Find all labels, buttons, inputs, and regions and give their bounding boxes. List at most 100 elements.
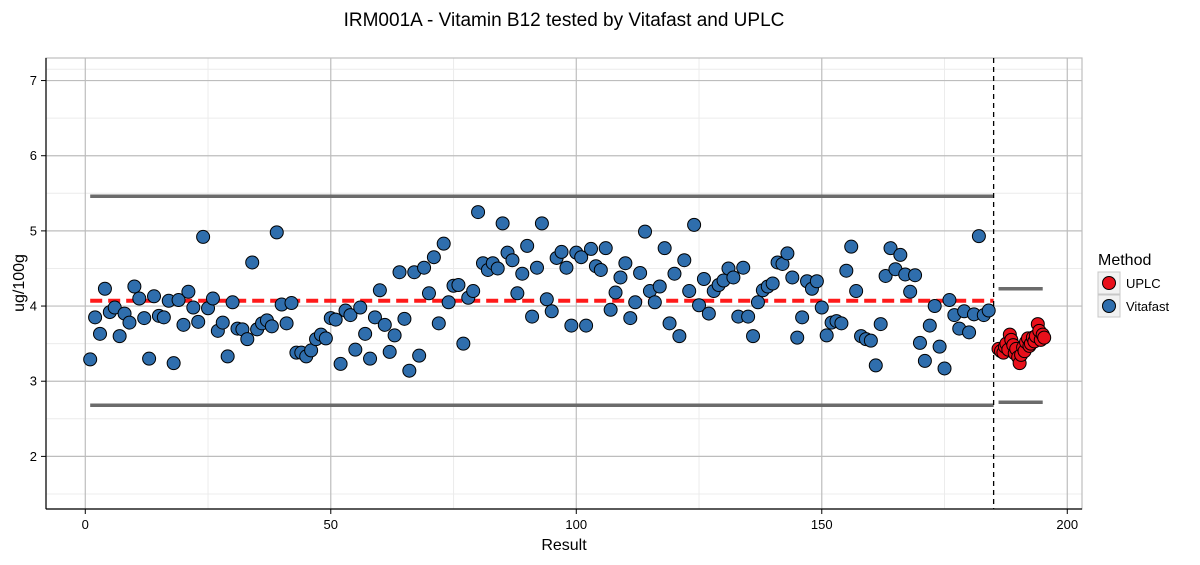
vitafast-point bbox=[176, 317, 191, 332]
vitafast-point bbox=[623, 311, 638, 326]
vitafast-point bbox=[495, 216, 510, 231]
vitafast-point bbox=[971, 229, 986, 244]
vitafast-point bbox=[88, 310, 103, 325]
vitafast-point bbox=[245, 255, 260, 270]
vitafast-point bbox=[981, 303, 996, 318]
vitafast-point bbox=[937, 361, 952, 376]
vitafast-point bbox=[240, 332, 255, 347]
vitafast-point bbox=[662, 316, 677, 331]
vitafast-point bbox=[618, 256, 633, 271]
vitafast-point bbox=[701, 306, 716, 321]
vitafast-point bbox=[333, 356, 348, 371]
legend: Method UPLC Vitafast bbox=[1097, 252, 1170, 318]
vitafast-point bbox=[795, 310, 810, 325]
vitafast-point bbox=[426, 250, 441, 265]
vitafast-point bbox=[667, 266, 682, 281]
vitafast-point bbox=[559, 260, 574, 275]
legend-label-vitafast: Vitafast bbox=[1126, 299, 1170, 314]
vitafast-point bbox=[348, 342, 363, 357]
vitafast-point bbox=[726, 270, 741, 285]
y-tick-label: 3 bbox=[30, 374, 37, 389]
vitafast-point bbox=[868, 358, 883, 373]
vitafast-point bbox=[903, 284, 918, 299]
vitafast-point bbox=[215, 315, 230, 330]
vitafast-point bbox=[264, 319, 279, 334]
vitafast-point bbox=[922, 318, 937, 333]
vitafast-point bbox=[682, 284, 697, 299]
x-axis-label: Result bbox=[541, 537, 587, 554]
legend-title: Method bbox=[1098, 252, 1151, 269]
plot-background bbox=[46, 58, 1082, 509]
x-tick-label: 50 bbox=[324, 517, 338, 532]
vitafast-point bbox=[490, 261, 505, 276]
vitafast-point bbox=[736, 260, 751, 275]
vitafast-point bbox=[132, 291, 147, 306]
vitafast-point bbox=[525, 309, 540, 324]
vitafast-point bbox=[93, 326, 108, 341]
vitafast-point bbox=[574, 250, 589, 265]
vitafast-point bbox=[156, 310, 171, 325]
vitafast-point bbox=[603, 302, 618, 317]
vitafast-point bbox=[917, 353, 932, 368]
y-tick-label: 2 bbox=[30, 449, 37, 464]
vitafast-point bbox=[544, 304, 559, 319]
vitafast-point bbox=[225, 295, 240, 310]
vitafast-point bbox=[122, 315, 137, 330]
vitafast-point bbox=[431, 316, 446, 331]
vitafast-point bbox=[412, 348, 427, 363]
x-axis-ticks: 0 50 100 150 200 bbox=[82, 509, 1078, 532]
vitafast-point bbox=[466, 284, 481, 299]
vitafast-point bbox=[765, 276, 780, 291]
vitafast-point bbox=[539, 292, 554, 307]
major-gridlines bbox=[45, 57, 1083, 510]
vitafast-point bbox=[741, 309, 756, 324]
vitafast-point bbox=[927, 299, 942, 314]
vitafast-point bbox=[672, 329, 687, 344]
vitafast-point bbox=[893, 247, 908, 262]
y-tick-label: 5 bbox=[30, 223, 37, 238]
vitafast-point bbox=[358, 326, 373, 341]
vitafast-point bbox=[613, 270, 628, 285]
vitafast-point bbox=[205, 291, 220, 306]
vitafast-point bbox=[819, 328, 834, 343]
chart-title: IRM001A - Vitamin B12 tested by Vitafast… bbox=[344, 10, 785, 31]
y-tick-label: 6 bbox=[30, 148, 37, 163]
axes bbox=[45, 58, 1082, 510]
vitafast-point bbox=[834, 316, 849, 331]
x-tick-label: 100 bbox=[565, 517, 587, 532]
vitafast-point bbox=[382, 344, 397, 359]
vitafast-point bbox=[932, 339, 947, 354]
vitafast-point bbox=[392, 265, 407, 280]
x-tick-label: 150 bbox=[811, 517, 833, 532]
vitafast-point bbox=[441, 295, 456, 310]
vitafast-point bbox=[417, 260, 432, 275]
vitafast-point bbox=[421, 286, 436, 301]
vitafast-point bbox=[598, 241, 613, 256]
vitafast-point bbox=[873, 317, 888, 332]
legend-marker-vitafast bbox=[1102, 299, 1116, 313]
legend-marker-uplc bbox=[1102, 276, 1116, 290]
vitafast-point bbox=[844, 239, 859, 254]
vitafast-point bbox=[343, 308, 358, 323]
vitafast-point bbox=[510, 286, 525, 301]
vitafast-point bbox=[554, 244, 569, 259]
vitafast-point bbox=[593, 262, 608, 277]
vitafast-point bbox=[220, 349, 235, 364]
x-tick-label: 200 bbox=[1056, 517, 1078, 532]
vitafast-point bbox=[279, 316, 294, 331]
vitafast-point bbox=[402, 363, 417, 378]
vitafast-point bbox=[692, 298, 707, 313]
y-axis-ticks: 2 3 4 5 6 7 bbox=[30, 73, 46, 464]
vitafast-point bbox=[809, 274, 824, 289]
vitafast-point bbox=[839, 263, 854, 278]
vitafast-point bbox=[628, 295, 643, 310]
y-axis-label: ug/100g bbox=[11, 254, 28, 312]
vitafast-point bbox=[564, 318, 579, 333]
x-tick-label: 0 bbox=[82, 517, 89, 532]
vitafast-point bbox=[83, 352, 98, 367]
vitafast-point bbox=[652, 279, 667, 294]
vitafast-point bbox=[367, 310, 382, 325]
vitafast-point bbox=[284, 296, 299, 311]
vitafast-point bbox=[520, 238, 535, 253]
